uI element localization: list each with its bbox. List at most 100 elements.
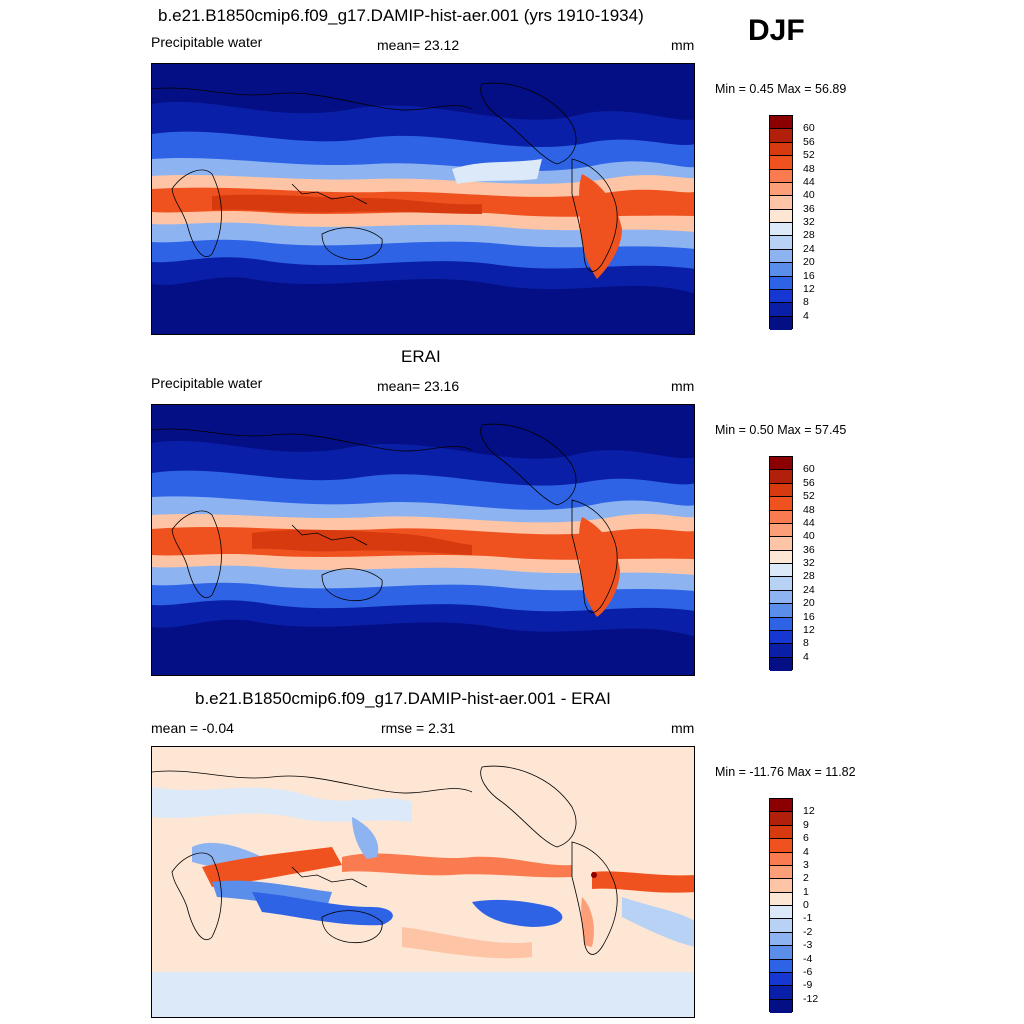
- panel-1-colorbar-swatch: [770, 316, 792, 330]
- panel-1-colorbar-swatch: [770, 236, 792, 250]
- panel-2-colorbar-swatch: [770, 550, 792, 564]
- panel-1-colorbar-tick-label: 40: [803, 189, 815, 202]
- panel-2-left-label: Precipitable water: [151, 375, 263, 391]
- panel-3-colorbar-swatch: [770, 812, 792, 826]
- panel-2-colorbar-tick-label: 20: [803, 597, 815, 610]
- panel-1-colorbar-swatch: [770, 276, 792, 290]
- panel-2-colorbar-tick-label: 48: [803, 503, 815, 516]
- panel-2-colorbar-swatch: [770, 630, 792, 645]
- panel-2-minmax: Min = 0.50 Max = 57.45: [715, 423, 847, 437]
- panel-2-colorbar-tick-label: 16: [803, 610, 815, 623]
- panel-3-map: [151, 746, 695, 1018]
- panel-1-colorbar-swatch: [770, 129, 792, 143]
- panel-3-colorbar-tick-label: 1: [803, 885, 809, 898]
- panel-1-colorbar-swatch: [770, 263, 792, 277]
- panel-3-minmax: Min = -11.76 Max = 11.82: [715, 765, 856, 779]
- panel-1-units-label: mm: [671, 37, 695, 53]
- panel-3-colorbar: [769, 798, 793, 1013]
- panel-2-colorbar-swatch: [770, 657, 792, 671]
- panel-2-colorbar-swatch: [770, 590, 792, 605]
- panel-2-title: ERAI: [401, 347, 441, 366]
- panel-1-colorbar-swatch: [770, 169, 792, 183]
- panel-1-colorbar-swatch: [770, 116, 792, 130]
- panel-2-colorbar-swatch: [770, 523, 792, 538]
- panel-3-colorbar-swatch: [770, 906, 792, 920]
- panel-3-colorbar-tick-label: -2: [803, 925, 813, 938]
- panel-3-colorbar-swatch: [770, 799, 792, 813]
- panel-2-colorbar-tick-label: 52: [803, 490, 815, 503]
- panel-2-colorbar-tick-label: 12: [803, 623, 815, 636]
- panel-1-colorbar-swatch: [770, 209, 792, 223]
- panel-1-colorbar: [769, 115, 793, 330]
- panel-2-colorbar-tick-label: 60: [803, 463, 815, 476]
- panel-3-colorbar-swatch: [770, 999, 792, 1013]
- panel-1-colorbar-swatch: [770, 249, 792, 264]
- panel-3-colorbar-swatch: [770, 839, 792, 853]
- panel-3-colorbar-tick-label: -6: [803, 965, 813, 978]
- panel-3-colorbar-swatch: [770, 972, 792, 987]
- panel-1-map: [151, 63, 695, 335]
- panel-2-colorbar-tick-label: 28: [803, 570, 815, 583]
- panel-1-colorbar-tick-label: 36: [803, 202, 815, 215]
- panel-3-colorbar-swatch: [770, 852, 792, 866]
- panel-1-colorbar-tick-label: 16: [803, 269, 815, 282]
- panel-1-mean-label: mean= 23.12: [377, 37, 460, 53]
- panel-3-colorbar-swatch: [770, 932, 792, 947]
- panel-1-colorbar-tick-label: 20: [803, 256, 815, 269]
- panel-1-colorbar-swatch: [770, 223, 792, 237]
- panel-3-colorbar-swatch: [770, 946, 792, 960]
- panel-1-colorbar-tick-label: 32: [803, 216, 815, 228]
- panel-1-colorbar-tick-label: 48: [803, 162, 815, 175]
- panel-3-colorbar-tick-label: -1: [803, 912, 813, 925]
- panel-1-colorbar-swatch: [770, 196, 792, 210]
- panel-2-colorbar-swatch: [770, 497, 792, 511]
- panel-2-map: [151, 404, 695, 676]
- panel-1-colorbar-swatch: [770, 289, 792, 304]
- panel-3-mean-label: mean = -0.04: [151, 720, 234, 736]
- panel-2-colorbar-tick-label: 24: [803, 583, 815, 596]
- panel-3-colorbar-tick-label: 3: [803, 858, 809, 871]
- panel-1-colorbar-tick-label: 12: [803, 282, 815, 295]
- panel-2-colorbar-swatch: [770, 457, 792, 471]
- panel-3-colorbar-swatch: [770, 825, 792, 840]
- panel-1-colorbar-tick-label: 52: [803, 149, 815, 162]
- season-label: DJF: [748, 14, 805, 47]
- panel-3-units-label: mm: [671, 720, 695, 736]
- panel-2-colorbar-swatch: [770, 537, 792, 551]
- panel-2-units-label: mm: [671, 378, 695, 394]
- panel-2-mean-label: mean= 23.16: [377, 378, 460, 394]
- panel-2-colorbar-tick-label: 8: [803, 637, 809, 650]
- panel-1-minmax: Min = 0.45 Max = 56.89: [715, 82, 847, 96]
- panel-3-colorbar-swatch: [770, 919, 792, 933]
- panel-2-colorbar-tick-label: 32: [803, 557, 815, 569]
- panel-2-colorbar-tick-label: 56: [803, 476, 815, 489]
- panel-1-colorbar-tick-label: 44: [803, 175, 815, 188]
- panel-2-colorbar-swatch: [770, 510, 792, 524]
- panel-1-colorbar-tick-label: 4: [803, 309, 809, 322]
- panel-3-colorbar-tick-label: 6: [803, 832, 809, 845]
- panel-1-colorbar-tick-label: 28: [803, 229, 815, 242]
- panel-2-colorbar-swatch: [770, 483, 792, 498]
- panel-2-colorbar-swatch: [770, 564, 792, 578]
- panel-3-colorbar-tick-label: 9: [803, 818, 809, 831]
- panel-3-rmse-label: rmse = 2.31: [381, 720, 456, 736]
- panel-3-colorbar-swatch: [770, 879, 792, 893]
- panel-2-colorbar-swatch: [770, 577, 792, 591]
- panel-1-colorbar-swatch: [770, 142, 792, 157]
- panel-1-colorbar-swatch: [770, 182, 792, 197]
- panel-3-colorbar-tick-label: 12: [803, 805, 815, 818]
- panel-3-colorbar-tick-label: 4: [803, 845, 809, 858]
- panel-3-colorbar-swatch: [770, 892, 792, 906]
- panel-1-colorbar-tick-label: 8: [803, 296, 809, 309]
- panel-2-colorbar-tick-label: 36: [803, 543, 815, 556]
- panel-3-colorbar-swatch: [770, 959, 792, 973]
- panel-1-colorbar-swatch: [770, 303, 792, 317]
- panel-2-colorbar-swatch: [770, 617, 792, 631]
- panel-2-colorbar-tick-label: 40: [803, 530, 815, 543]
- panel-2-colorbar-swatch: [770, 470, 792, 484]
- panel-1-title: b.e21.B1850cmip6.f09_g17.DAMIP-hist-aer.…: [158, 6, 644, 25]
- panel-3-colorbar-swatch: [770, 986, 792, 1000]
- panel-1-colorbar-tick-label: 24: [803, 242, 815, 255]
- panel-2-colorbar: [769, 456, 793, 671]
- panel-2-colorbar-tick-label: 4: [803, 650, 809, 663]
